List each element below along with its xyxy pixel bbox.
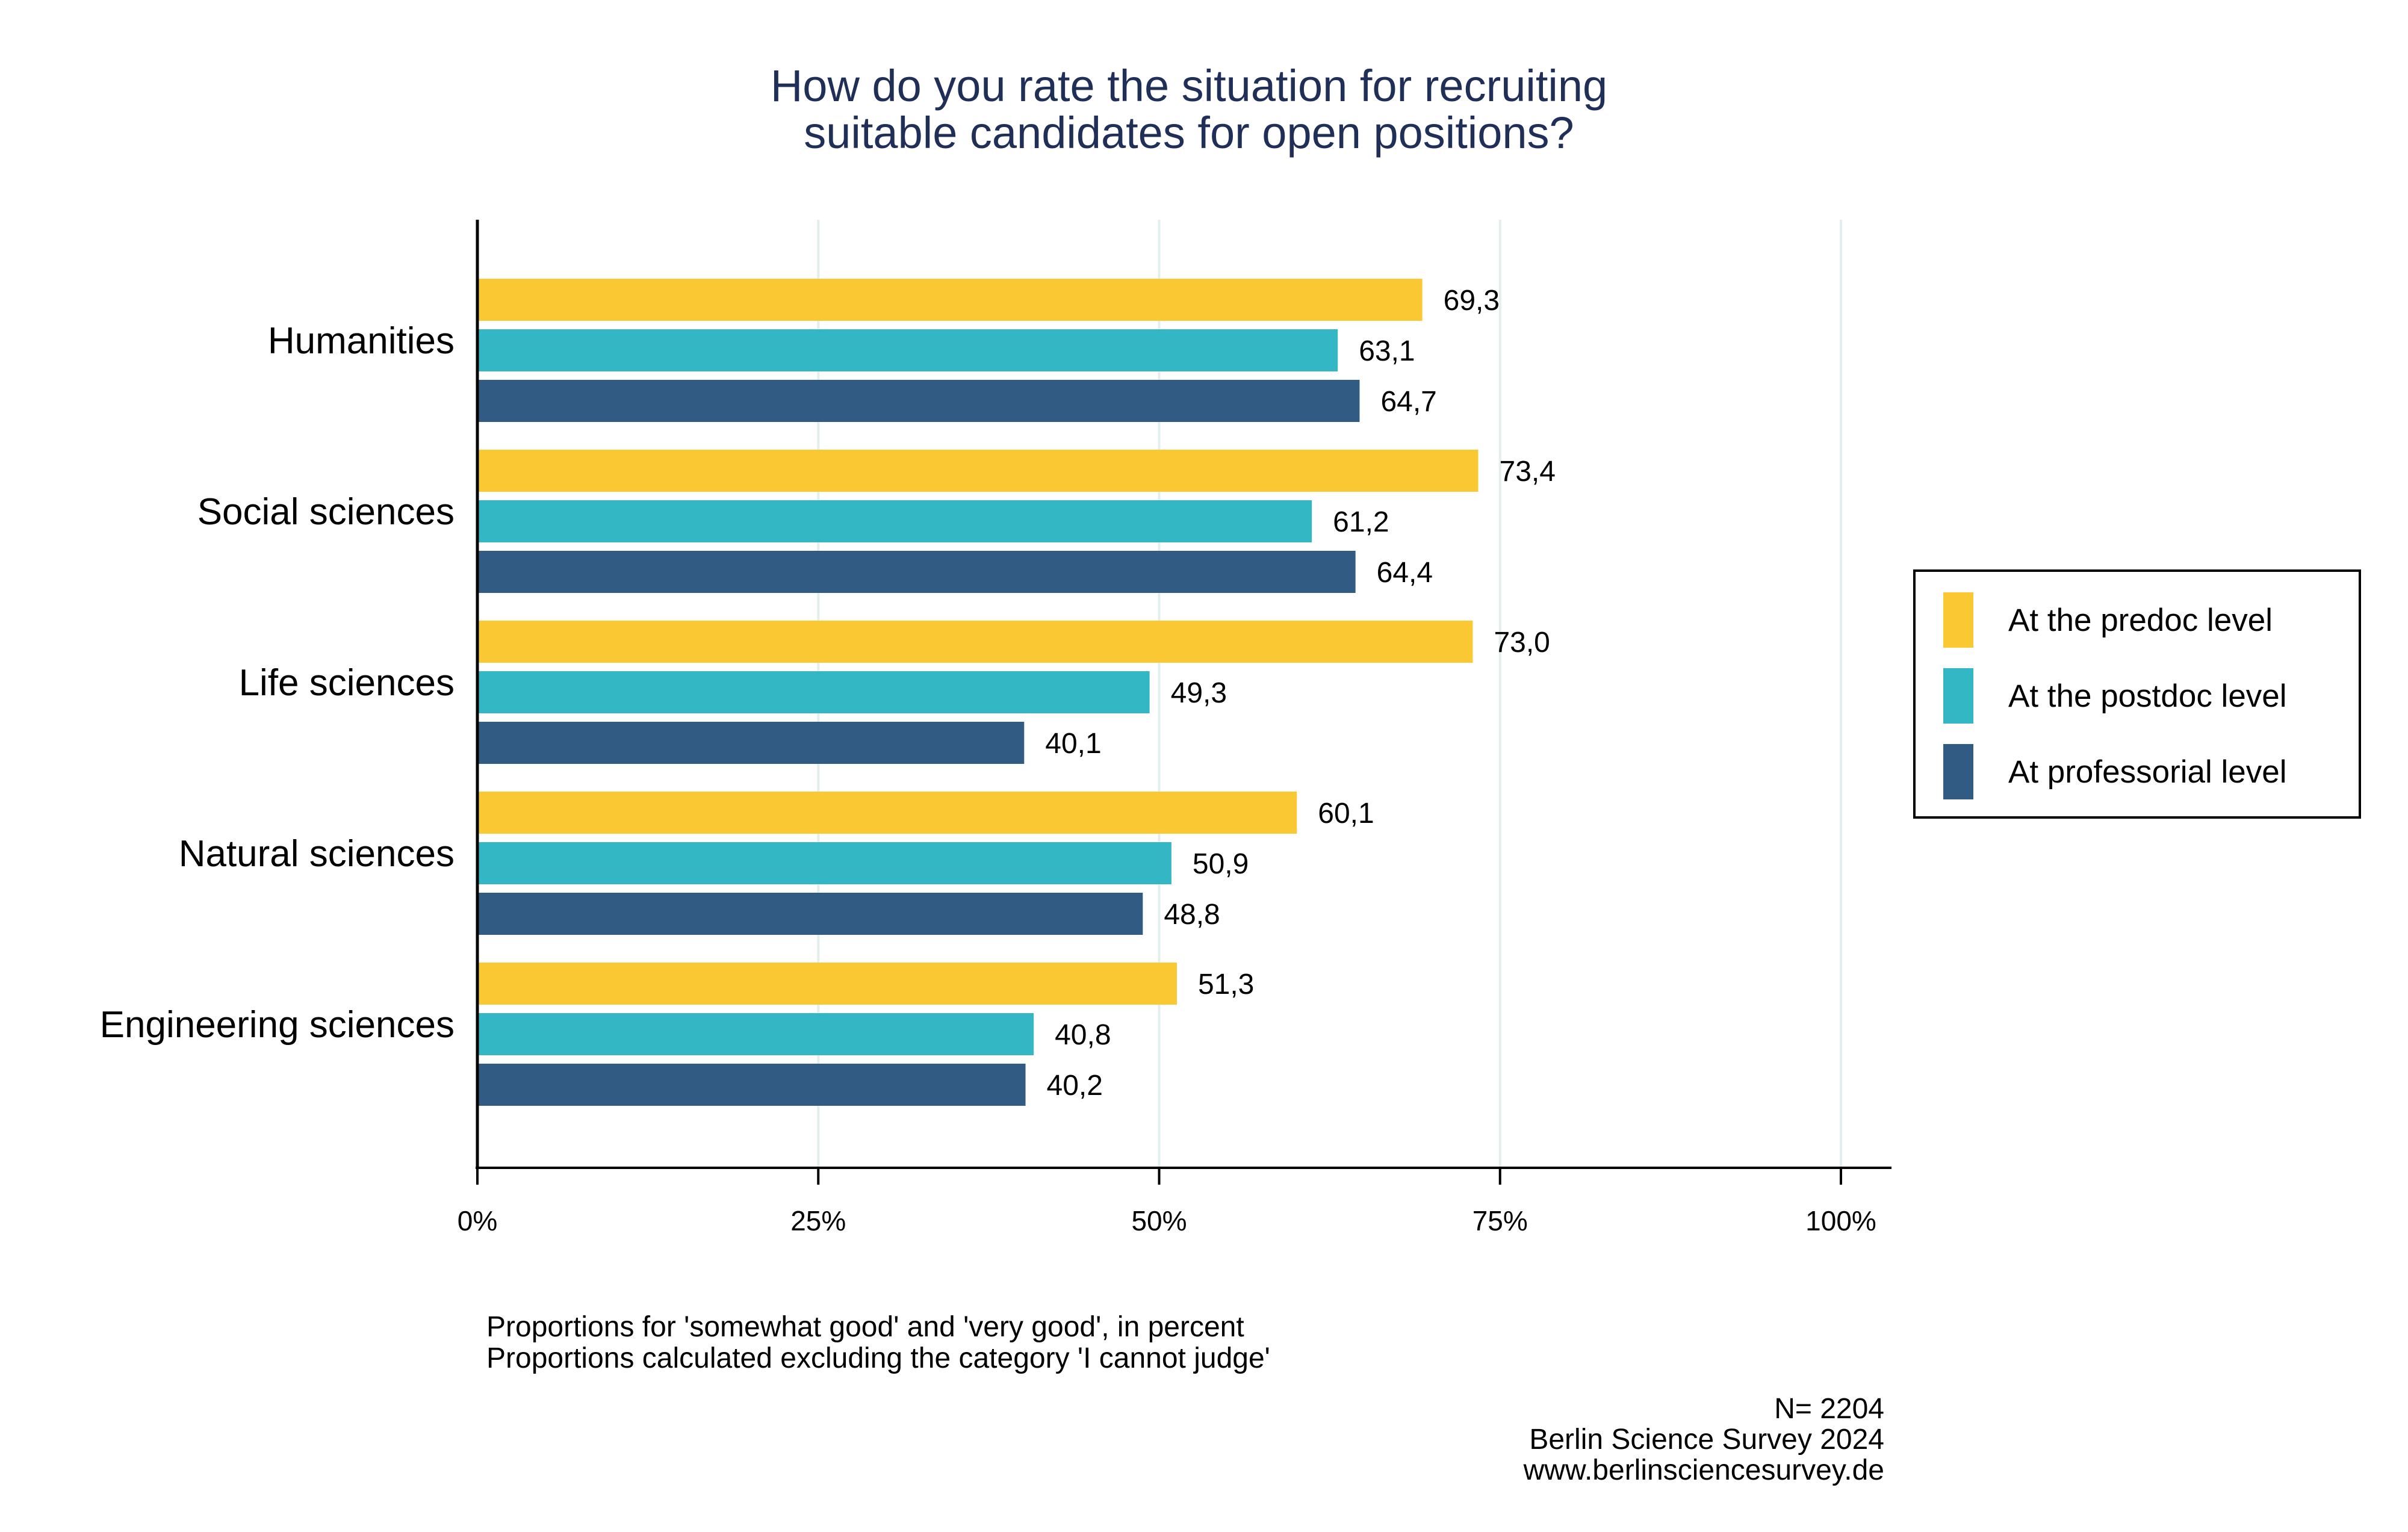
source-url: www.berlinsciencesurvey.de [1523, 1454, 1884, 1486]
category-label-natural-sciences: Natural sciences [179, 833, 455, 875]
legend-label-at-professorial-level: At professorial level [2008, 754, 2286, 790]
bar-social-sciences-at-professorial-level [479, 551, 1356, 593]
category-label-engineering-sciences: Engineering sciences [100, 1004, 455, 1046]
bar-humanities-at-professorial-level [479, 380, 1360, 422]
note-line-1: Proportions for 'somewhat good' and 'ver… [486, 1311, 1244, 1343]
x-tick-label-75: 75% [1472, 1205, 1528, 1236]
bar-natural-sciences-at-the-postdoc-level [479, 842, 1171, 884]
bar-life-sciences-at-the-postdoc-level [479, 671, 1150, 713]
bar-engineering-sciences-at-professorial-level [479, 1064, 1026, 1106]
bar-humanities-at-the-predoc-level [479, 279, 1423, 321]
data-label-humanities-at-the-predoc-level: 69,3 [1444, 285, 1500, 317]
data-label-engineering-sciences-at-professorial-level: 40,2 [1047, 1070, 1103, 1102]
x-tick-label-25: 25% [790, 1205, 846, 1236]
data-label-life-sciences-at-professorial-level: 40,1 [1045, 728, 1101, 760]
category-label-humanities: Humanities [268, 320, 455, 362]
x-tick-label-0: 0% [458, 1205, 497, 1236]
data-label-social-sciences-at-professorial-level: 64,4 [1377, 557, 1433, 589]
category-label-social-sciences: Social sciences [197, 491, 455, 533]
legend-swatch-at-professorial-level [1943, 744, 1973, 799]
category-labels: Humanities Social sciences Life sciences Na… [100, 320, 455, 1046]
data-label-social-sciences-at-the-postdoc-level: 61,2 [1333, 506, 1389, 538]
data-label-natural-sciences-at-professorial-level: 48,8 [1164, 899, 1220, 931]
data-label-social-sciences-at-the-predoc-level: 73,4 [1500, 456, 1556, 488]
legend-swatch-at-the-postdoc-level [1943, 668, 1973, 724]
source-n: N= 2204 [1774, 1393, 1884, 1425]
legend-box [1913, 569, 2361, 819]
data-label-humanities-at-professorial-level: 64,7 [1380, 386, 1436, 418]
data-label-humanities-at-the-postdoc-level: 63,1 [1359, 335, 1415, 367]
bar-humanities-at-the-postdoc-level [479, 329, 1338, 371]
legend: At the predoc level At the postdoc level A… [1913, 569, 2361, 819]
data-label-life-sciences-at-the-predoc-level: 73,0 [1494, 627, 1550, 659]
bar-social-sciences-at-the-predoc-level [479, 450, 1479, 492]
data-label-engineering-sciences-at-the-postdoc-level: 40,8 [1055, 1019, 1111, 1051]
bar-natural-sciences-at-the-predoc-level [479, 792, 1297, 834]
x-tick-label-50: 50% [1131, 1205, 1187, 1236]
data-label-natural-sciences-at-the-postdoc-level: 50,9 [1193, 848, 1249, 880]
data-label-life-sciences-at-the-postdoc-level: 49,3 [1171, 677, 1227, 709]
bars: 69,3 63,1 64,7 73,4 61,2 64,4 73,0 49,3 40,1 60,1… [479, 279, 1556, 1106]
chart-title-line-1: How do you rate the situation for recrui… [771, 61, 1607, 111]
bar-social-sciences-at-the-postdoc-level [479, 500, 1312, 542]
bar-life-sciences-at-the-predoc-level [479, 621, 1473, 663]
legend-label-at-the-postdoc-level: At the postdoc level [2008, 678, 2287, 714]
x-ticks: 0% 25% 50% 75% 100% [458, 1168, 1876, 1236]
legend-swatch-at-the-predoc-level [1943, 592, 1973, 648]
source-survey: Berlin Science Survey 2024 [1529, 1424, 1884, 1456]
bar-engineering-sciences-at-the-predoc-level [479, 963, 1177, 1005]
bar-life-sciences-at-professorial-level [479, 722, 1025, 764]
category-label-life-sciences: Life sciences [239, 662, 455, 704]
bar-engineering-sciences-at-the-postdoc-level [479, 1013, 1034, 1055]
legend-label-at-the-predoc-level: At the predoc level [2008, 603, 2273, 638]
chart-title-line-2: suitable candidates for open positions? [804, 108, 1574, 158]
bar-natural-sciences-at-professorial-level [479, 893, 1143, 935]
data-label-natural-sciences-at-the-predoc-level: 60,1 [1318, 798, 1374, 830]
data-label-engineering-sciences-at-the-predoc-level: 51,3 [1198, 969, 1254, 1000]
note-line-2: Proportions calculated excluding the cat… [486, 1342, 1270, 1374]
x-tick-label-100: 100% [1805, 1205, 1876, 1236]
